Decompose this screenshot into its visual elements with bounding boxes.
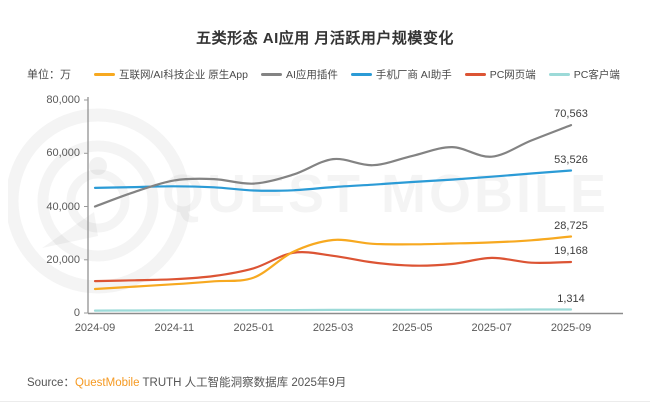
series-line-3	[93, 251, 573, 283]
source-prefix: Source：	[27, 377, 75, 389]
source-line: Source：QuestMobile TRUTH 人工智能洞察数据库 2025年…	[27, 374, 346, 390]
y-tick-label: 80,000	[46, 94, 80, 106]
legend-label: 手机厂商 AI助手	[375, 68, 452, 81]
legend-swatch-icon	[260, 72, 282, 76]
x-tick-label: 2024-09	[74, 322, 116, 334]
chart-legend: 互联网/AI科技企业 原生App AI应用插件 手机厂商 AI助手 PC网页端 PC客户…	[94, 67, 620, 82]
series-line-4	[93, 308, 573, 312]
series-end-label: 70,563	[554, 108, 588, 121]
legend-label: 互联网/AI科技企业 原生App	[119, 68, 248, 81]
series-line-0	[93, 235, 573, 291]
y-tick-label: 0	[73, 307, 80, 319]
legend-swatch-icon	[350, 72, 372, 76]
legend-swatch-icon	[548, 72, 570, 76]
y-tick-label: 60,000	[46, 147, 80, 160]
legend-item-1: AI应用插件	[260, 67, 338, 82]
page-title: 五类形态 AI应用 月活跃用户规模变化	[196, 30, 454, 47]
legend-item-2: 手机厂商 AI助手	[350, 67, 452, 82]
series-end-label: 1,314	[557, 292, 585, 305]
x-tick-label: 2025-09	[550, 322, 592, 334]
series-end-label: 53,526	[554, 153, 588, 166]
legend-swatch-icon	[464, 72, 486, 76]
x-tick-label: 2024-11	[154, 322, 195, 334]
x-tick-label: 2025-03	[312, 322, 354, 334]
y-tick-label: 20,000	[46, 253, 80, 266]
legend-item-4: PC客户端	[548, 67, 620, 82]
legend-item-0: 互联网/AI科技企业 原生App	[94, 67, 248, 82]
source-suffix: TRUTH 人工智能洞察数据库 2025年9月	[139, 377, 347, 389]
legend-label: AI应用插件	[285, 68, 338, 81]
legend-item-3: PC网页端	[464, 67, 536, 82]
series-end-label: 19,168	[554, 245, 588, 257]
x-tick-label: 2025-05	[392, 322, 433, 334]
legend-label: PC网页端	[489, 68, 536, 81]
x-tick-label: 2025-01	[233, 322, 274, 334]
legend-swatch-icon	[94, 72, 115, 76]
y-tick-label: 40,000	[46, 200, 80, 213]
x-tick-label: 2025-07	[471, 322, 512, 334]
unit-label: 单位：万	[27, 69, 71, 81]
series-line-1	[93, 124, 573, 208]
legend-row: 单位：万 互联网/AI科技企业 原生App AI应用插件 手机厂商 AI助手 PC网页…	[27, 66, 640, 82]
source-brand: QuestMobile	[74, 377, 140, 389]
series-end-label: 28,725	[554, 219, 588, 232]
legend-label: PC客户端	[573, 68, 620, 81]
series-line-2	[93, 169, 573, 192]
